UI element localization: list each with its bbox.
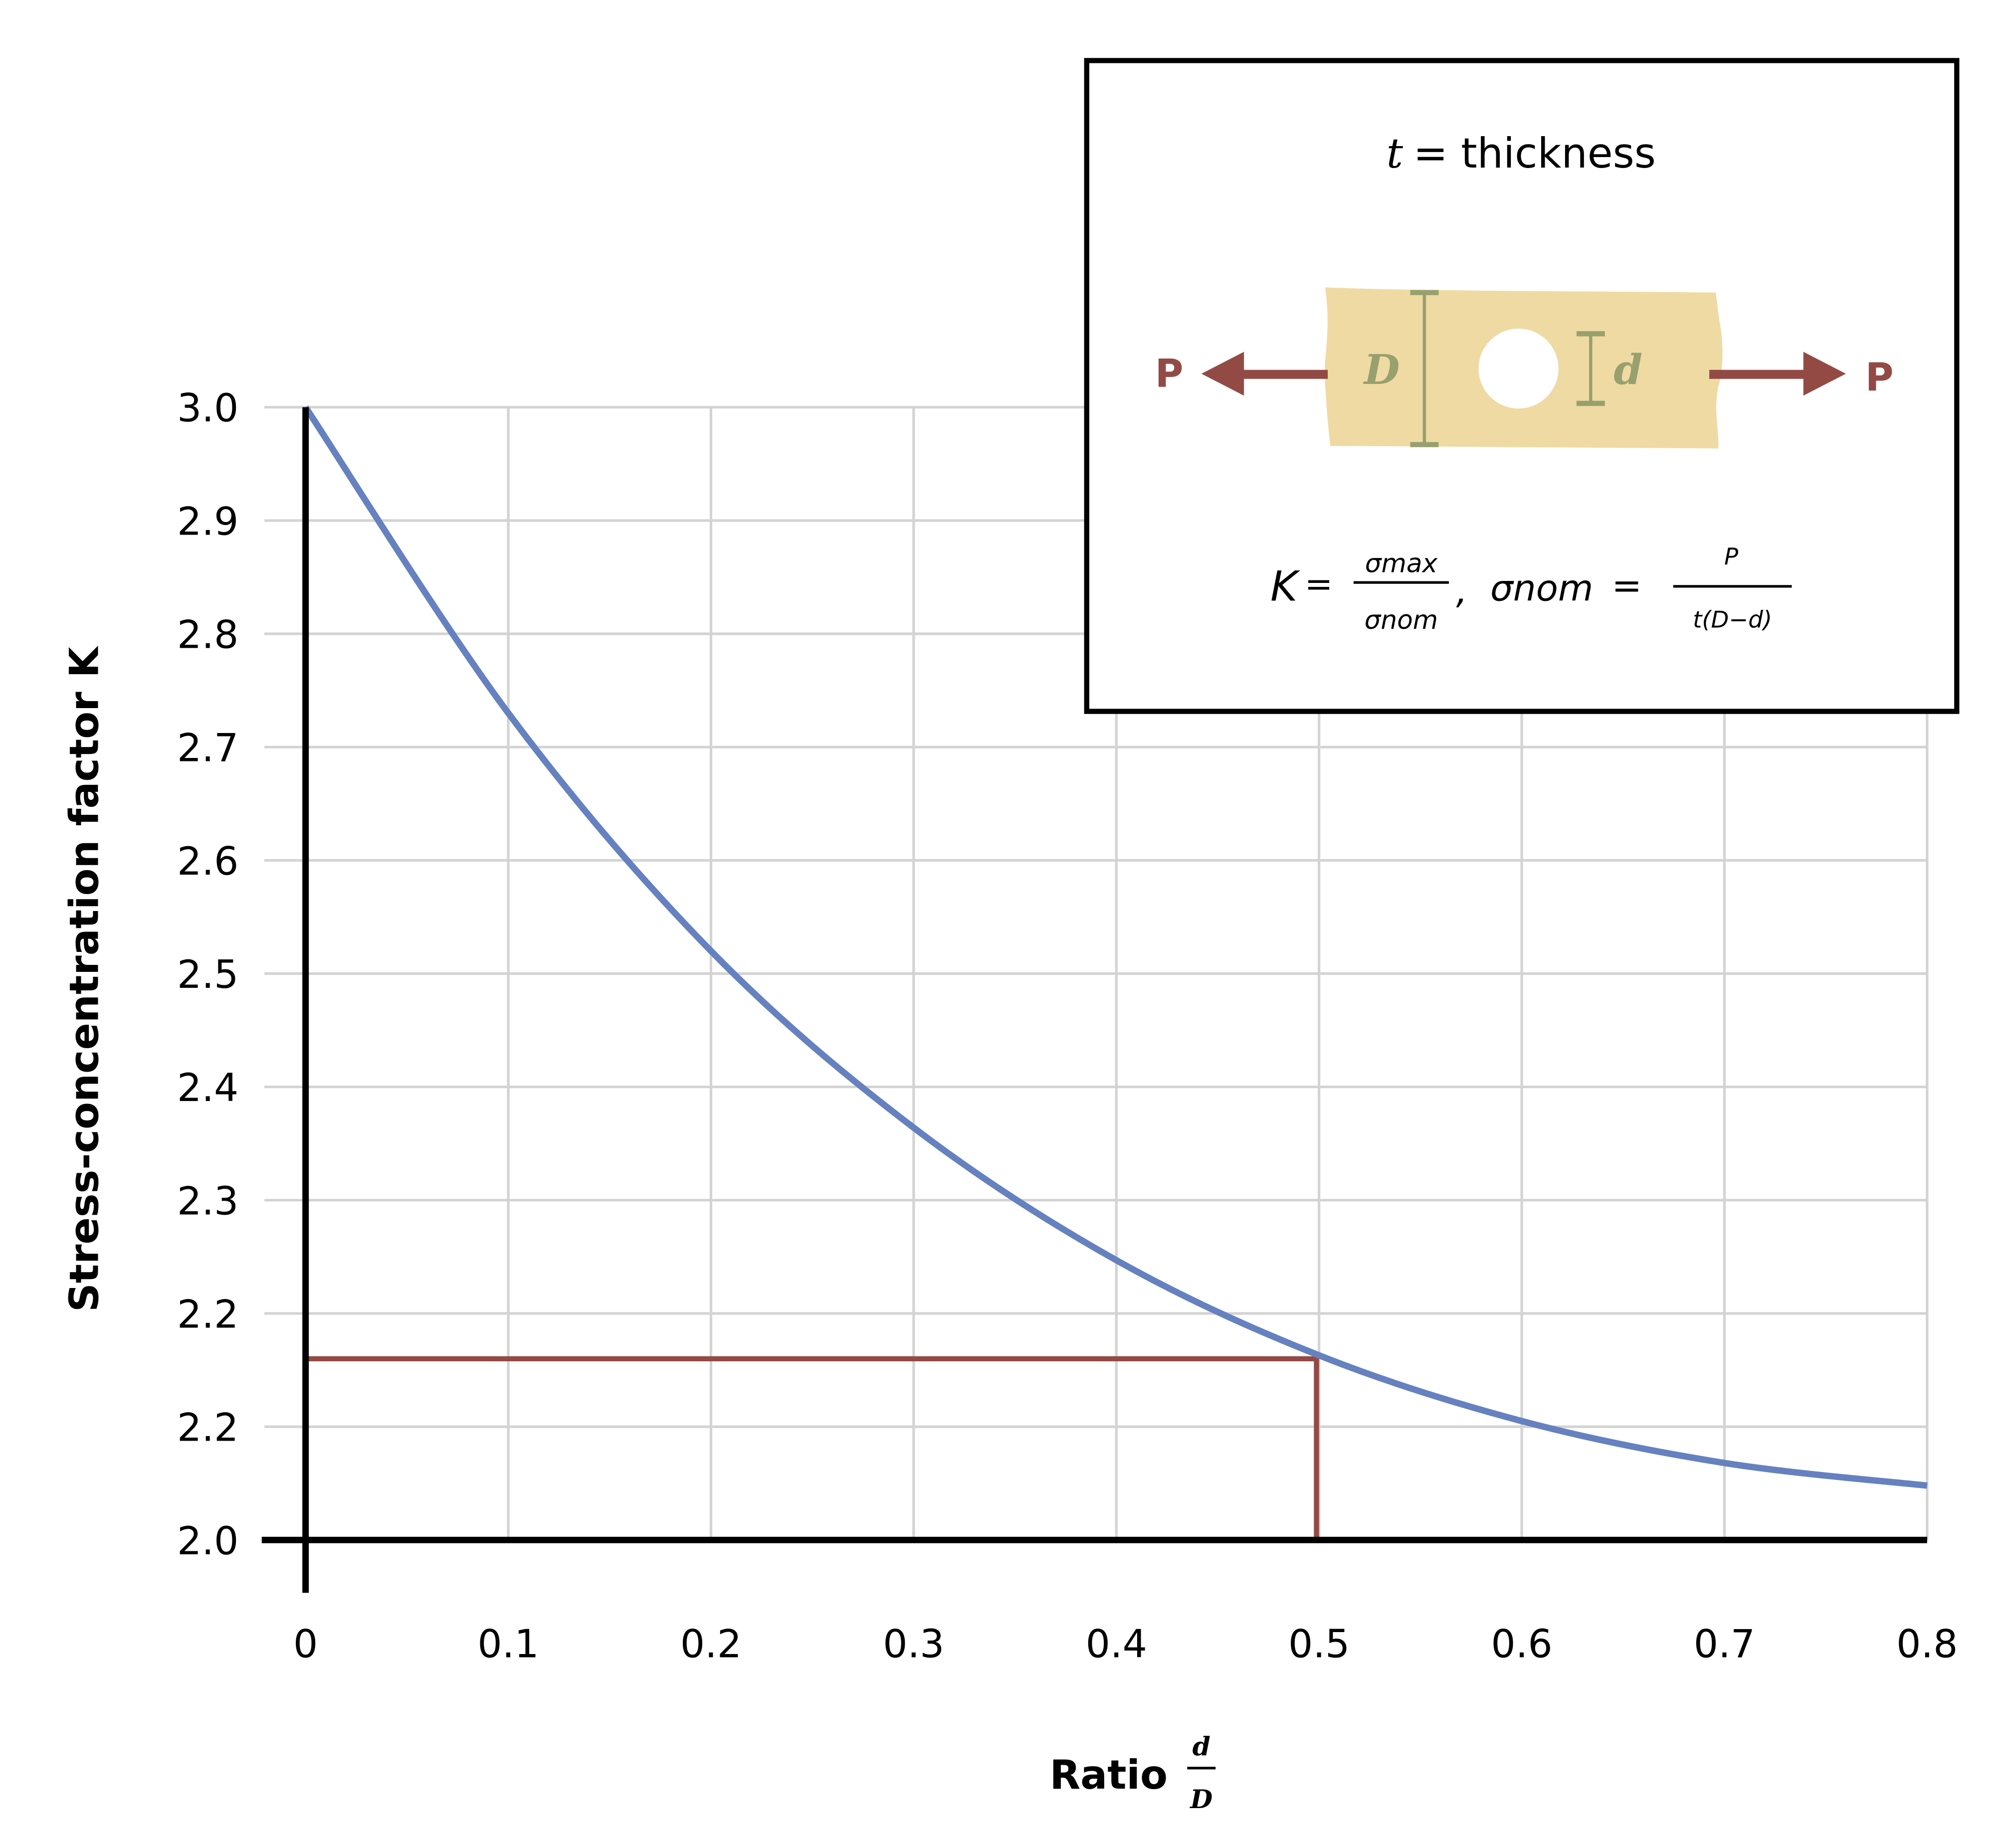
x-tick-label: 0.4: [1086, 1622, 1147, 1667]
x-tick-label: 0.6: [1491, 1622, 1552, 1667]
x-tick-label: 0.1: [477, 1622, 539, 1667]
x-tick-label: 0: [293, 1622, 318, 1667]
formula-num2: P: [1724, 543, 1738, 570]
inset-diagram: t = thickness D d P P K = σmax: [1084, 58, 1960, 714]
D-label: D: [1363, 345, 1400, 394]
formula-den2: t(D−d): [1693, 606, 1772, 633]
x-axis-label: Ratio d D: [1049, 1731, 1216, 1815]
annotation-lines: [305, 1356, 1319, 1540]
y-tick-label: 2.2: [177, 1406, 238, 1451]
x-label-numerator: d: [1193, 1731, 1210, 1762]
x-tick-label: 0.7: [1694, 1622, 1755, 1667]
D-dimension: [1410, 290, 1439, 447]
formula: K = σmax σnom , σnom = P t(D−d): [1270, 543, 1792, 635]
x-tick-labels: 0 0.1 0.2 0.3 0.4 0.5 0.6 0.7 0.8: [293, 1622, 1958, 1667]
series-line: [303, 405, 1928, 1489]
y-axis-label: Stress-concentration factor K: [61, 645, 108, 1312]
y-tick-label: 2.2: [177, 1292, 238, 1337]
y-tick-label: 2.8: [177, 612, 238, 657]
y-tick-label: 2.4: [177, 1066, 238, 1110]
formula-den1: σnom: [1365, 605, 1438, 635]
series: [303, 405, 1928, 1489]
d-label: d: [1613, 345, 1642, 394]
y-tick-label: 2.9: [177, 499, 238, 544]
x-tick-label: 0.8: [1896, 1622, 1958, 1667]
y-tick-label: 2.3: [177, 1179, 238, 1224]
formula-comma: ,: [1456, 570, 1467, 612]
formula-eq1: =: [1305, 564, 1333, 603]
right-load-arrow: [1709, 352, 1846, 396]
x-tick-label: 0.3: [883, 1622, 944, 1667]
hole: [1478, 329, 1559, 409]
thickness-legend: t = thickness: [1387, 129, 1656, 178]
y-tick-label: 2.7: [177, 726, 238, 771]
d-dimension: [1576, 331, 1605, 406]
load-label-left: P: [1155, 351, 1184, 396]
load-label-right: P: [1865, 355, 1894, 400]
axes: [261, 407, 1927, 1593]
y-tick-labels: 3.0 2.9 2.8 2.7 2.6 2.5 2.4 2.3 2.2 2.2 2.0: [177, 386, 238, 1564]
x-axis-label-text: Ratio: [1049, 1752, 1168, 1798]
formula-eq2: =: [1611, 565, 1642, 607]
y-tick-label: 3.0: [177, 386, 238, 431]
x-tick-label: 0.5: [1288, 1622, 1350, 1667]
x-label-denominator: D: [1189, 1784, 1212, 1815]
formula-sigma-nom: σnom: [1490, 567, 1593, 609]
formula-num1: σmax: [1365, 549, 1438, 578]
left-load-arrow: [1201, 352, 1328, 396]
x-tick-label: 0.2: [680, 1622, 742, 1667]
formula-K: K: [1270, 562, 1300, 610]
y-tick-label: 2.0: [177, 1519, 238, 1564]
y-tick-label: 2.5: [177, 952, 238, 997]
y-tick-label: 2.6: [177, 839, 238, 884]
